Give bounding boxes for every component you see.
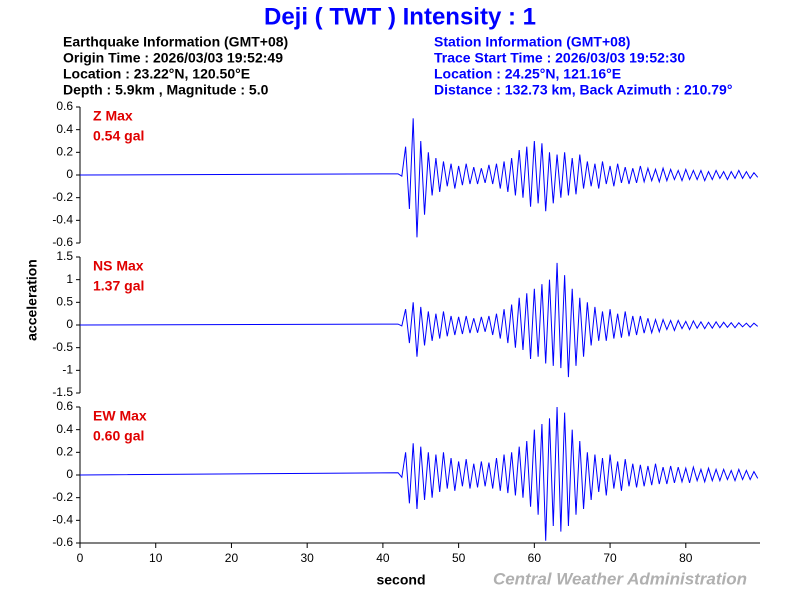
x-tick-label: 80 [679, 551, 693, 565]
series-name: NS Max [93, 258, 144, 274]
station-info: Location : 24.25°N, 121.16°E [434, 66, 621, 82]
y-tick-label: -1.5 [52, 385, 73, 399]
y-tick-label: 0.6 [56, 99, 73, 113]
station-info: Distance : 132.73 km, Back Azimuth : 210… [434, 82, 732, 98]
x-tick-label: 10 [149, 551, 163, 565]
y-tick-label: 0 [66, 317, 73, 331]
y-tick-label: -0.4 [52, 513, 73, 527]
y-tick-label: -0.6 [52, 235, 73, 249]
y-tick-label: -1 [62, 363, 73, 377]
y-tick-label: 0.4 [56, 122, 73, 136]
series-name: Z Max [93, 108, 133, 124]
y-tick-label: 0.4 [56, 422, 73, 436]
x-tick-label: 40 [376, 551, 390, 565]
eq-info: Origin Time : 2026/03/03 19:52:49 [63, 50, 283, 66]
series-name: EW Max [93, 408, 147, 424]
station-info: Station Information (GMT+08) [434, 34, 630, 50]
y-axis-label: acceleration [24, 259, 40, 341]
max-label: 1.37 gal [93, 278, 144, 294]
credit: Central Weather Administration [493, 569, 747, 588]
x-tick-label: 20 [225, 551, 239, 565]
y-tick-label: -0.2 [52, 190, 73, 204]
max-label: 0.60 gal [93, 428, 144, 444]
x-tick-label: 50 [452, 551, 466, 565]
y-tick-label: -0.2 [52, 490, 73, 504]
station-info: Trace Start Time : 2026/03/03 19:52:30 [434, 50, 685, 66]
x-tick-label: 0 [77, 551, 84, 565]
y-tick-label: -0.6 [52, 535, 73, 549]
x-tick-label: 60 [528, 551, 542, 565]
y-tick-label: 0.6 [56, 399, 73, 413]
waveform [79, 406, 759, 541]
x-tick-label: 30 [300, 551, 314, 565]
y-tick-label: 0.2 [56, 145, 73, 159]
eq-info: Earthquake Information (GMT+08) [63, 34, 288, 50]
x-tick-label: 70 [603, 551, 617, 565]
y-tick-label: 0 [66, 167, 73, 181]
y-tick-label: -0.4 [52, 213, 73, 227]
y-tick-label: 0 [66, 467, 73, 481]
waveform [79, 262, 759, 378]
eq-info: Depth : 5.9km , Magnitude : 5.0 [63, 82, 269, 98]
max-label: 0.54 gal [93, 128, 144, 144]
y-tick-label: 1.5 [56, 249, 73, 263]
y-tick-label: 0.2 [56, 445, 73, 459]
chart-title: Deji ( TWT ) Intensity : 1 [264, 3, 536, 30]
y-tick-label: 1 [66, 272, 73, 286]
eq-info: Location : 23.22°N, 120.50°E [63, 66, 250, 82]
y-tick-label: 0.5 [56, 295, 73, 309]
x-axis-label: second [376, 572, 425, 588]
waveform [79, 118, 759, 238]
y-tick-label: -0.5 [52, 340, 73, 354]
